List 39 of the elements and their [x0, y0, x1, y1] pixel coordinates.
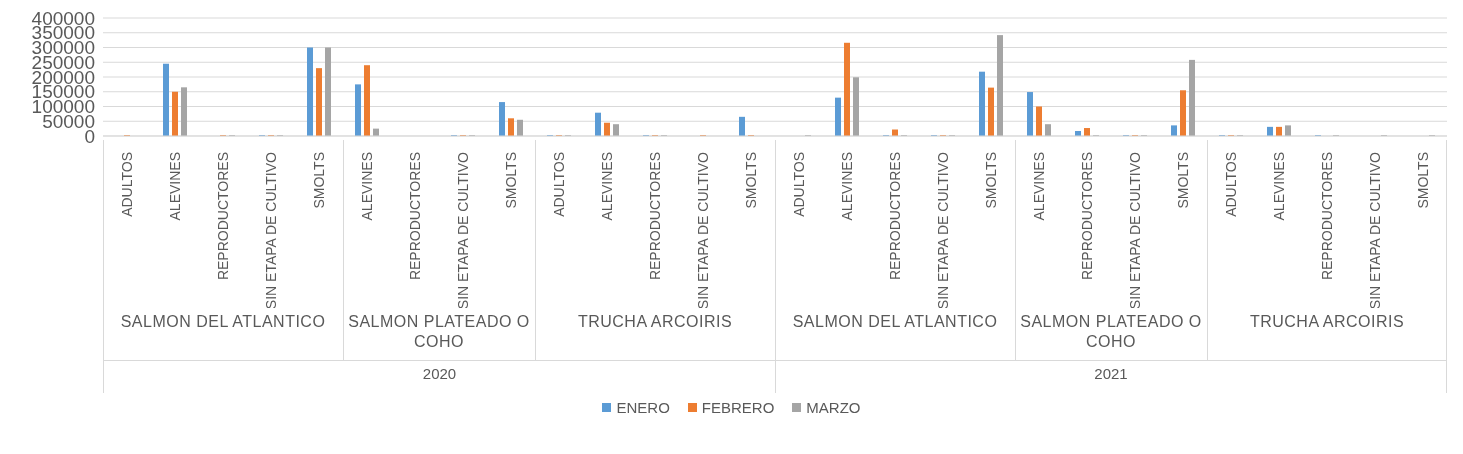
- x-tick-label: SIN ETAPA DE CULTIVO: [1367, 151, 1383, 310]
- legend-label: FEBRERO: [700, 399, 775, 416]
- x-tick-label: ADULTOS: [1223, 152, 1239, 217]
- x-tick-label: SMOLTS: [503, 152, 519, 209]
- x-tick-label: REPRODUCTORES: [1319, 152, 1335, 281]
- text: TRUCHA ARCOIRIS: [1248, 312, 1406, 332]
- x-tick-label: ADULTOS: [119, 152, 135, 217]
- x-tick-label: SIN ETAPA DE CULTIVO: [1127, 151, 1143, 310]
- text: SALMON PLATEADO O COHO: [1019, 312, 1203, 352]
- x-tick-label: SMOLTS: [983, 152, 999, 209]
- x-tick-label: SMOLTS: [743, 152, 759, 209]
- text: SALMON DEL ATLANTICO: [119, 312, 327, 332]
- x-tick-label: REPRODUCTORES: [1079, 152, 1095, 281]
- x-tick-label: ALEVINES: [359, 152, 375, 221]
- x-tick-label: REPRODUCTORES: [215, 152, 231, 281]
- x-tick-label: ADULTOS: [551, 152, 567, 217]
- x-tick-label: ALEVINES: [1271, 152, 1287, 221]
- text: SALMON DEL ATLANTICO: [791, 312, 999, 332]
- x-tick-label: REPRODUCTORES: [647, 152, 663, 281]
- x-tick-label: SIN ETAPA DE CULTIVO: [935, 151, 951, 310]
- x-tick-label: ALEVINES: [599, 152, 615, 221]
- x-tick-label: ALEVINES: [1031, 152, 1047, 221]
- text: 2021: [775, 361, 1447, 393]
- x-tick-label: ADULTOS: [791, 152, 807, 217]
- legend-label: ENERO: [615, 399, 670, 416]
- text: 2020: [103, 361, 775, 393]
- x-tick-label: SMOLTS: [1175, 152, 1191, 209]
- text: SALMON PLATEADO O COHO: [347, 312, 531, 352]
- legend-label: MARZO: [805, 399, 861, 416]
- x-tick-label: SIN ETAPA DE CULTIVO: [455, 151, 471, 310]
- x-tick-label: REPRODUCTORES: [407, 152, 423, 281]
- x-tick-label: SMOLTS: [1415, 152, 1431, 209]
- x-tick-label: REPRODUCTORES: [887, 152, 903, 281]
- x-tick-label: ALEVINES: [167, 152, 183, 221]
- x-tick-label: SIN ETAPA DE CULTIVO: [695, 151, 711, 310]
- x-tick-label: SIN ETAPA DE CULTIVO: [263, 151, 279, 310]
- x-tick-label: SMOLTS: [311, 152, 327, 209]
- text: TRUCHA ARCOIRIS: [576, 312, 734, 332]
- x-tick-label: ALEVINES: [839, 152, 855, 221]
